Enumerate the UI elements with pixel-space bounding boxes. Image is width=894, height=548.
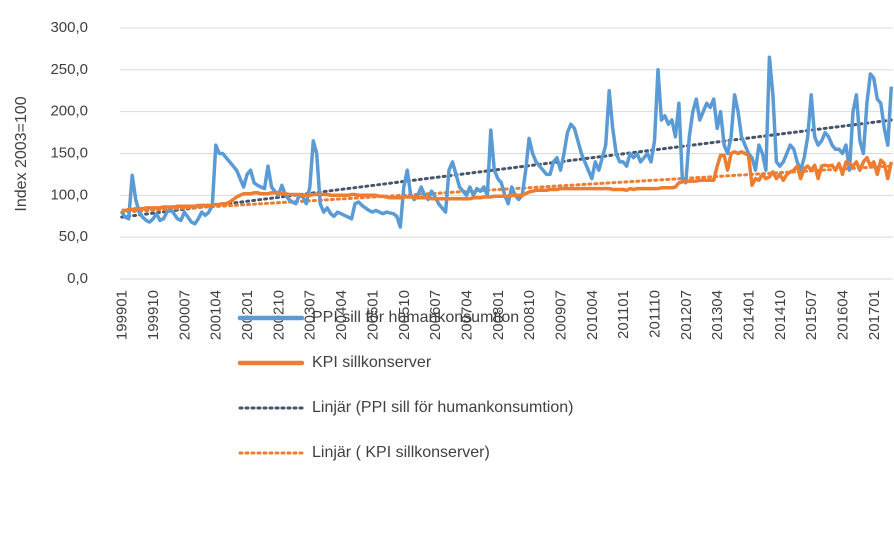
x-tick-label: 201110: [646, 290, 663, 338]
legend-label: Linjär (PPI sill för humankonsumtion): [312, 399, 573, 416]
x-tick-label: 200607: [427, 290, 444, 340]
y-tick-label: 300,0: [50, 19, 88, 36]
y-tick-label: 150,0: [50, 144, 88, 161]
x-tick-label: 201410: [772, 290, 789, 340]
x-tick-label: 200210: [270, 290, 287, 340]
x-tick-label: 201604: [834, 290, 851, 340]
y-tick-label: 50,0: [59, 228, 88, 245]
x-tick-label: 200810: [521, 290, 538, 340]
x-tick-label: 200404: [333, 290, 350, 340]
x-tick-label: 200704: [458, 290, 475, 340]
x-tick-label: 200201: [239, 290, 256, 340]
x-tick-label: 200501: [364, 290, 381, 340]
legend-label: PPI sill för humankonsumtion: [312, 309, 519, 326]
x-tick-label: 199901: [114, 290, 131, 340]
series-line: [121, 150, 894, 213]
x-tick-label: 200007: [176, 290, 193, 340]
x-tick-label: 201207: [678, 290, 695, 340]
y-tick-label: 100,0: [50, 186, 88, 203]
x-tick-label: 200307: [302, 290, 319, 340]
x-tick-label: 200510: [396, 290, 413, 340]
y-tick-label: 200,0: [50, 103, 88, 120]
x-tick-label: 201004: [584, 290, 601, 340]
x-tick-label: 201401: [740, 290, 757, 340]
y-axis-label: Index 2003=100: [13, 96, 30, 211]
y-tick-label: 250,0: [50, 61, 88, 78]
series-line: [120, 55, 894, 229]
x-tick-label: 201304: [709, 290, 726, 340]
x-tick-label: 201507: [803, 290, 820, 340]
legend-label: Linjär ( KPI sillkonserver): [312, 444, 490, 461]
y-tick-label: 0,0: [67, 270, 88, 287]
x-tick-label: 200801: [490, 290, 507, 340]
x-tick-label: 200907: [552, 290, 569, 340]
x-tick-label: 199910: [145, 290, 162, 340]
x-tick-label: 201101: [615, 290, 632, 339]
x-tick-label: 201701: [866, 290, 883, 340]
legend-label: KPI sillkonserver: [312, 354, 432, 371]
trend-line: [120, 118, 893, 219]
x-tick-label: 200104: [208, 290, 225, 340]
